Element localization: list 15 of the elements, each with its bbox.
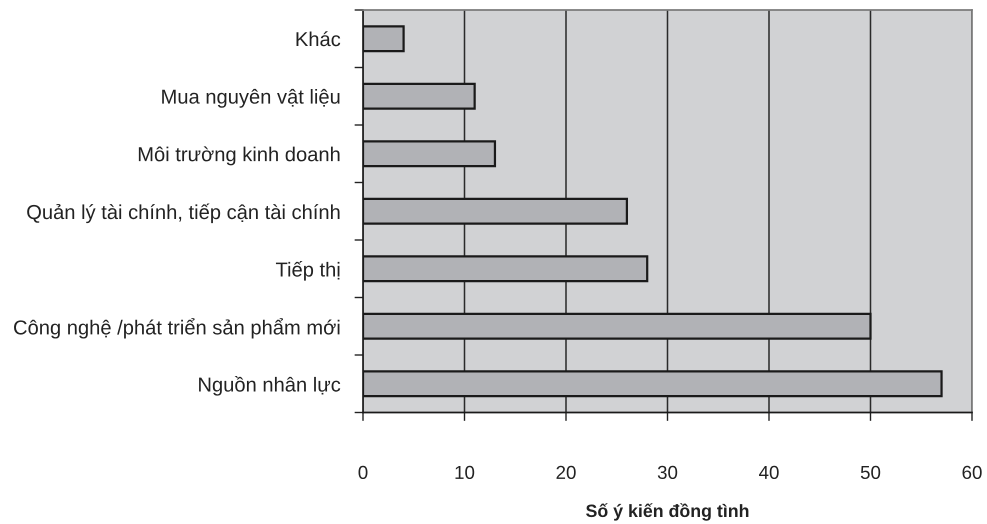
x-tick-label: 0 (358, 466, 368, 480)
y-tick-label: Quản lý tài chính, tiếp cận tài chính (27, 204, 340, 224)
x-axis-title: Số ý kiến đồng tình (586, 503, 748, 521)
y-tick-label: Môi trường kinh doanh (138, 146, 340, 166)
x-tick-label: 40 (759, 466, 779, 480)
y-tick-label: Mua nguyên vật liệu (162, 88, 340, 108)
y-tick-label: Tiếp thị (276, 261, 340, 281)
y-tick-label: Khác (296, 31, 340, 46)
x-tick-label: 10 (456, 466, 474, 480)
y-tick-label: Công nghệ /phát triển sản phẩm mới (14, 318, 340, 339)
x-tick-label: 60 (962, 466, 982, 480)
x-tick-label: 20 (556, 466, 576, 480)
y-tick-label: Nguồn nhân lực (199, 376, 340, 396)
x-tick-label: 30 (658, 466, 678, 480)
x-tick-label: 50 (860, 466, 880, 480)
